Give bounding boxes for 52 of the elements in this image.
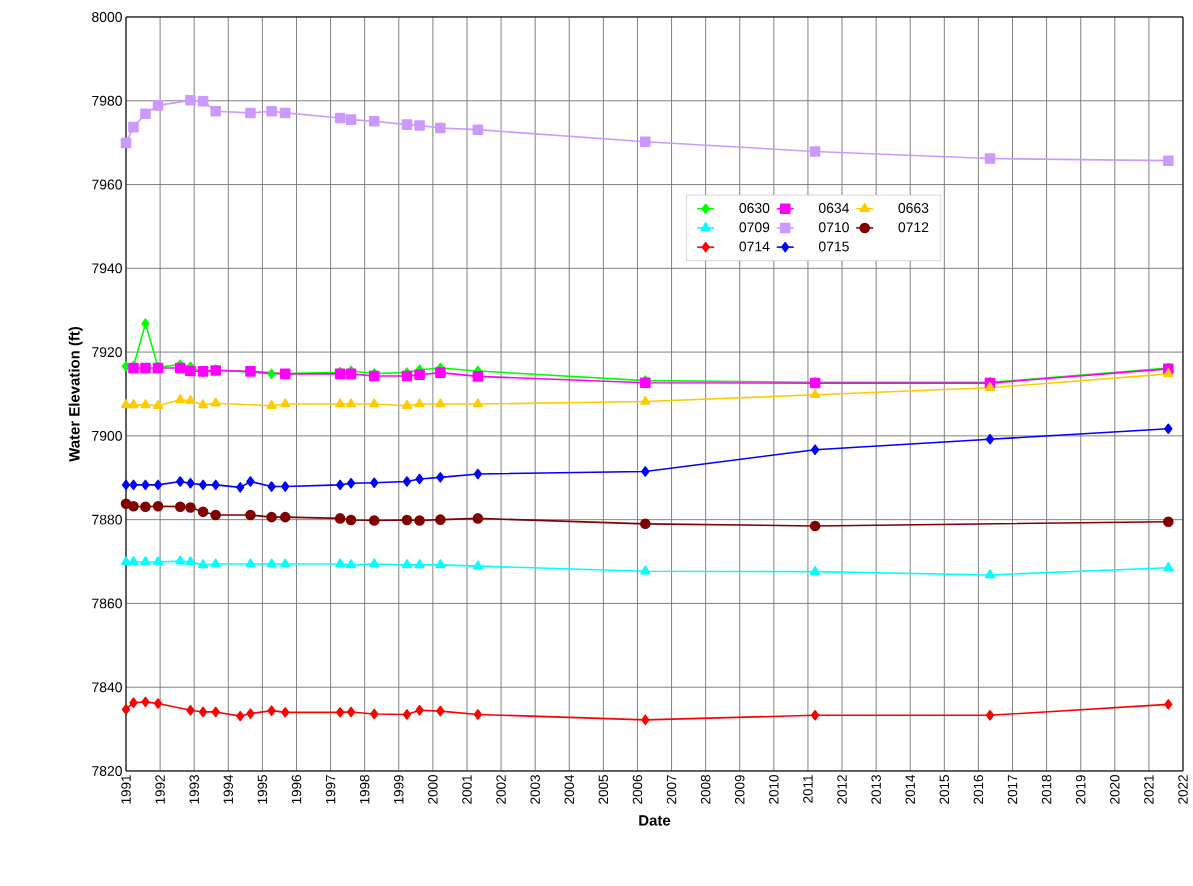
legend-label: 0710 (818, 222, 849, 233)
x-tick-label: 1994 (223, 774, 234, 804)
x-tick-label: 2008 (700, 775, 711, 804)
x-tick-label: 2020 (1110, 775, 1120, 804)
x-tick-label: 2017 (1007, 775, 1018, 804)
y-tick-label: 7980 (92, 95, 122, 106)
x-tick-label: 2002 (496, 775, 506, 804)
y-tick-label: 7860 (92, 598, 122, 609)
x-tick-label: 2012 (837, 775, 847, 804)
legend-label: 0630 (739, 203, 770, 213)
x-axis-title: Date (639, 815, 671, 826)
y-tick-label: 7820 (92, 766, 122, 776)
y-tick-label: 7960 (92, 179, 122, 190)
legend-label: 0715 (818, 241, 849, 252)
x-tick-label: 2013 (871, 775, 881, 804)
y-tick-label: 7940 (92, 263, 122, 274)
legend-label: 0634 (818, 203, 850, 213)
x-tick-label: 2009 (734, 775, 745, 804)
x-tick-label: 1996 (291, 775, 302, 804)
x-tick-label: 2021 (1144, 775, 1154, 804)
x-tick-label: 2016 (973, 775, 984, 804)
x-tick-label: 2006 (632, 775, 643, 804)
y-tick-label: 8000 (92, 12, 122, 22)
legend-label: 0714 (739, 241, 770, 252)
x-tick-label: 1998 (359, 775, 370, 804)
x-tick-label: 1999 (394, 775, 404, 804)
x-tick-label: 2003 (530, 775, 540, 804)
y-tick-label: 7900 (92, 430, 122, 441)
x-tick-label: 2015 (939, 775, 950, 804)
x-tick-label: 2011 (803, 775, 813, 803)
y-tick-label: 7920 (92, 347, 122, 358)
x-tick-label: 1997 (325, 775, 336, 804)
x-tick-label: 2001 (462, 775, 472, 804)
x-tick-label: 2007 (666, 775, 677, 804)
y-axis-title: Water Elevation (ft) (68, 326, 83, 462)
legend-label: 0663 (898, 203, 929, 213)
x-tick-label: 2005 (598, 775, 609, 804)
x-tick-label: 1995 (257, 775, 268, 804)
x-tick-label: 2000 (428, 775, 438, 804)
x-tick-label: 1991 (121, 775, 131, 804)
x-tick-label: 1993 (189, 775, 199, 804)
x-tick-label: 1992 (155, 775, 165, 804)
x-tick-label: 2014 (905, 774, 915, 804)
x-tick-label: 2018 (1041, 775, 1052, 804)
legend-label: 0712 (898, 222, 929, 233)
x-tick-label: 2019 (1075, 775, 1086, 804)
legend-label: 0709 (739, 222, 770, 233)
x-tick-label: 2022 (1178, 775, 1188, 804)
x-tick-label: 2004 (564, 774, 575, 804)
y-tick-label: 7880 (92, 514, 122, 525)
x-tick-label: 2010 (769, 775, 779, 804)
y-tick-label: 7840 (92, 682, 122, 693)
